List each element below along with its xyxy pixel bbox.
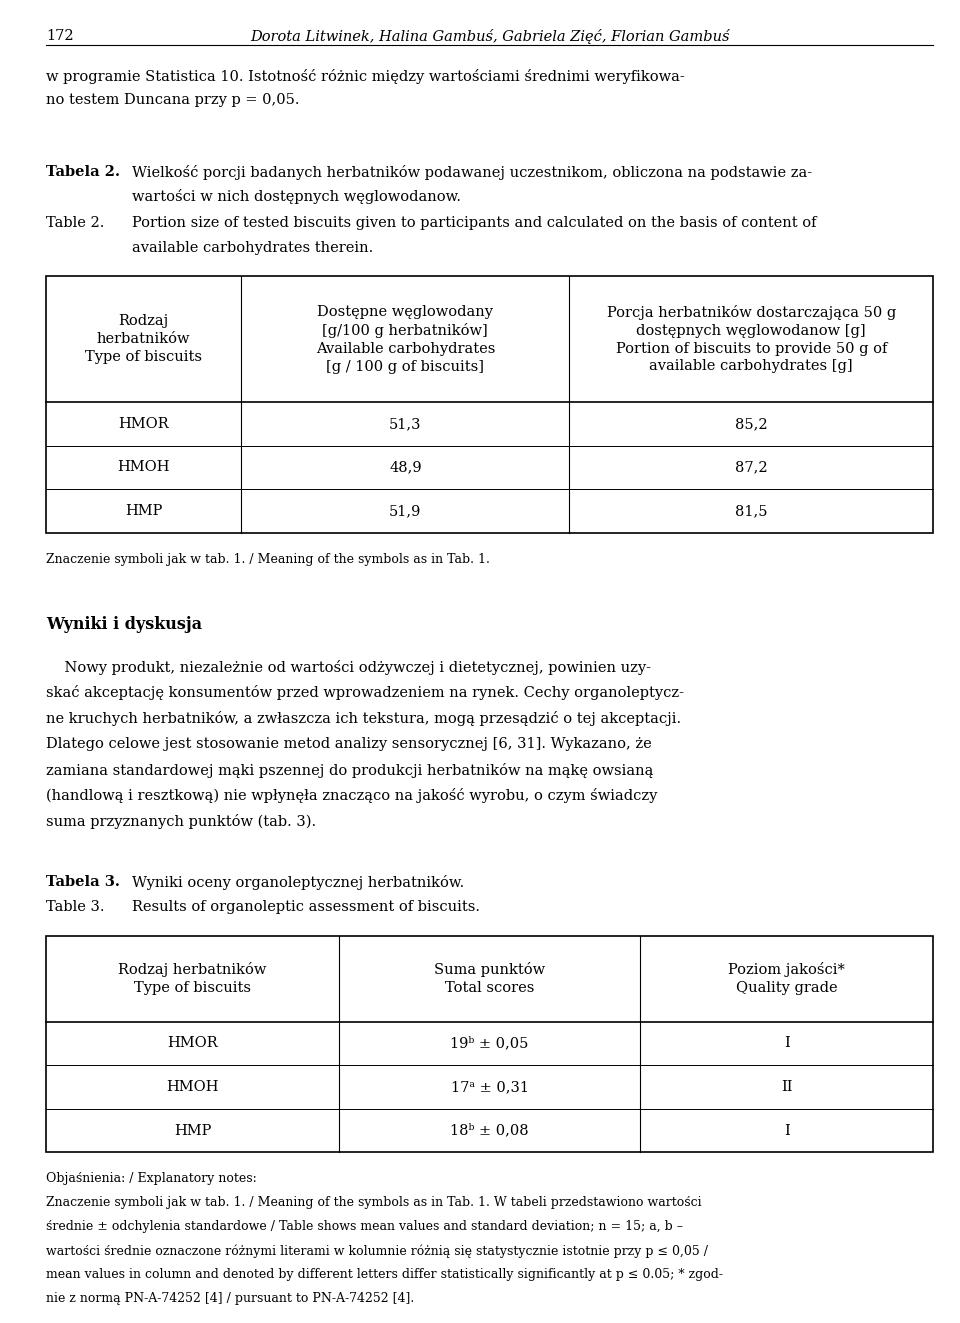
Text: Dorota Litwinek, Halina Gambuś, Gabriela Zięć, Florian Gambuś: Dorota Litwinek, Halina Gambuś, Gabriela… — [250, 29, 730, 44]
Text: no testem Duncana przy p = 0,05.: no testem Duncana przy p = 0,05. — [46, 93, 300, 107]
Text: ne kruchych herbatników, a zwłaszcza ich tekstura, mogą przesądzić o tej akcepta: ne kruchych herbatników, a zwłaszcza ich… — [46, 712, 682, 726]
Text: Wyniki oceny organoleptycznej herbatników.: Wyniki oceny organoleptycznej herbatnikó… — [132, 876, 465, 890]
Text: (handlową i resztkową) nie wpłynęła znacząco na jakość wyrobu, o czym świadczy: (handlową i resztkową) nie wpłynęła znac… — [46, 789, 658, 803]
Text: suma przyznanych punktów (tab. 3).: suma przyznanych punktów (tab. 3). — [46, 814, 316, 830]
Text: 18ᵇ ± 0,08: 18ᵇ ± 0,08 — [450, 1123, 529, 1138]
Text: 172: 172 — [46, 29, 74, 44]
Text: Suma punktów
Total scores: Suma punktów Total scores — [434, 962, 545, 995]
Text: nie z normą PN-A-74252 [4] / pursuant to PN-A-74252 [4].: nie z normą PN-A-74252 [4] / pursuant to… — [46, 1293, 415, 1304]
Text: Znaczenie symboli jak w tab. 1. / Meaning of the symbols as in Tab. 1.: Znaczenie symboli jak w tab. 1. / Meanin… — [46, 553, 490, 565]
Text: Table 3.: Table 3. — [46, 900, 105, 914]
Text: 48,9: 48,9 — [389, 460, 421, 475]
Text: mean values in column and denoted by different letters differ statistically sign: mean values in column and denoted by dif… — [46, 1267, 723, 1281]
Text: HMOR: HMOR — [118, 417, 169, 431]
Text: wartości w nich dostępnych węglowodanow.: wartości w nich dostępnych węglowodanow. — [132, 189, 462, 204]
Text: Table 2.: Table 2. — [46, 216, 105, 230]
Text: Portion size of tested biscuits given to participants and calculated on the basi: Portion size of tested biscuits given to… — [132, 216, 817, 230]
Text: średnie ± odchylenia standardowe / Table shows mean values and standard deviatio: średnie ± odchylenia standardowe / Table… — [46, 1220, 684, 1233]
Text: Objaśnienia: / Explanatory notes:: Objaśnienia: / Explanatory notes: — [46, 1172, 257, 1185]
Text: Wielkość porcji badanych herbatników podawanej uczestnikom, obliczona na podstaw: Wielkość porcji badanych herbatników pod… — [132, 165, 812, 180]
Text: Tabela 3.: Tabela 3. — [46, 876, 120, 889]
Text: HMOH: HMOH — [117, 460, 170, 475]
Text: 51,9: 51,9 — [389, 504, 421, 519]
Text: Rodzaj
herbatników
Type of biscuits: Rodzaj herbatników Type of biscuits — [85, 315, 203, 364]
Text: II: II — [781, 1080, 793, 1094]
Text: skać akceptację konsumentów przed wprowadzeniem na rynek. Cechy organoleptycz-: skać akceptację konsumentów przed wprowa… — [46, 685, 684, 700]
Text: 51,3: 51,3 — [389, 417, 421, 431]
Text: 85,2: 85,2 — [735, 417, 768, 431]
Text: Results of organoleptic assessment of biscuits.: Results of organoleptic assessment of bi… — [132, 900, 481, 914]
Text: zamiana standardowej mąki pszennej do produkcji herbatników na mąkę owsianą: zamiana standardowej mąki pszennej do pr… — [46, 762, 654, 778]
Text: Dlatego celowe jest stosowanie metod analizy sensorycznej [6, 31]. Wykazano, że: Dlatego celowe jest stosowanie metod ana… — [46, 737, 652, 751]
Text: Wyniki i dyskusja: Wyniki i dyskusja — [46, 617, 203, 632]
Text: 19ᵇ ± 0,05: 19ᵇ ± 0,05 — [450, 1036, 529, 1050]
Bar — [46, 935, 933, 1152]
Text: Nowy produkt, niezależnie od wartości odżywczej i dietetycznej, powinien uzy-: Nowy produkt, niezależnie od wartości od… — [46, 660, 651, 675]
Text: Tabela 2.: Tabela 2. — [46, 165, 120, 179]
Text: w programie Statistica 10. Istotność różnic między wartościami średnimi weryfiko: w programie Statistica 10. Istotność róż… — [46, 69, 684, 83]
Text: 81,5: 81,5 — [735, 504, 768, 519]
Text: Dostępne węglowodany
[g/100 g herbatników]
Available carbohydrates
[g / 100 g of: Dostępne węglowodany [g/100 g herbatnikó… — [316, 304, 495, 373]
Bar — [46, 277, 933, 533]
Text: Rodzaj herbatników
Type of biscuits: Rodzaj herbatników Type of biscuits — [118, 962, 267, 995]
Text: Znaczenie symboli jak w tab. 1. / Meaning of the symbols as in Tab. 1. W tabeli : Znaczenie symboli jak w tab. 1. / Meanin… — [46, 1196, 702, 1209]
Text: HMOR: HMOR — [167, 1036, 218, 1050]
Text: Porcja herbatników dostarczająca 50 g
dostępnych węglowodanow [g]
Portion of bis: Porcja herbatników dostarczająca 50 g do… — [607, 304, 896, 373]
Text: wartości średnie oznaczone różnymi literami w kolumnie różnią się statystycznie : wartości średnie oznaczone różnymi liter… — [46, 1244, 708, 1258]
Text: HMP: HMP — [174, 1123, 211, 1138]
Text: Poziom jakości*
Quality grade: Poziom jakości* Quality grade — [729, 962, 845, 995]
Text: HMP: HMP — [125, 504, 162, 519]
Text: I: I — [784, 1123, 790, 1138]
Text: I: I — [784, 1036, 790, 1050]
Text: 87,2: 87,2 — [735, 460, 768, 475]
Text: HMOH: HMOH — [166, 1080, 219, 1094]
Text: available carbohydrates therein.: available carbohydrates therein. — [132, 241, 373, 254]
Text: 17ᵃ ± 0,31: 17ᵃ ± 0,31 — [450, 1080, 529, 1094]
